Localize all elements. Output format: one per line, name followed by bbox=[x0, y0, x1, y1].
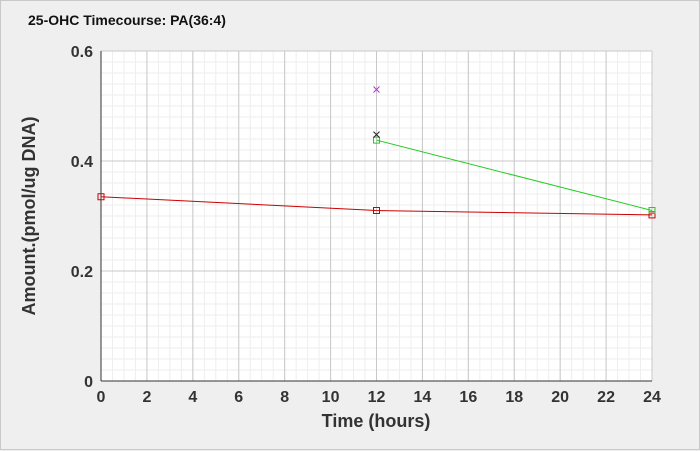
y-tick-labels: 0 0.2 0.4 0.6 bbox=[71, 44, 93, 391]
data-point bbox=[648, 207, 656, 214]
x-tick-labels: 0 2 4 6 8 10 12 14 16 18 20 22 24 bbox=[97, 389, 661, 406]
x-tick-label: 12 bbox=[368, 389, 386, 406]
x-tick-label: 20 bbox=[551, 389, 569, 406]
x-axis-title: Time (hours) bbox=[322, 411, 431, 431]
x-tick-label: 14 bbox=[414, 389, 432, 406]
data-point bbox=[648, 211, 656, 219]
x-tick-label: 0 bbox=[97, 389, 106, 406]
data-point bbox=[373, 136, 380, 144]
x-tick-label: 24 bbox=[643, 389, 661, 406]
y-tick-label: 0 bbox=[84, 374, 93, 391]
series-0 bbox=[97, 193, 656, 219]
x-tick-label: 16 bbox=[459, 389, 477, 406]
y-tick-label: 0.4 bbox=[71, 154, 93, 171]
data-point bbox=[97, 193, 105, 201]
y-tick-label: 0.2 bbox=[71, 264, 93, 281]
x-tick-label: 4 bbox=[188, 389, 197, 406]
series-2 bbox=[373, 131, 380, 138]
series-1 bbox=[373, 136, 656, 214]
data-point bbox=[373, 86, 380, 93]
x-tick-label: 6 bbox=[234, 389, 243, 406]
x-tick-label: 18 bbox=[505, 389, 523, 406]
x-tick-label: 10 bbox=[322, 389, 340, 406]
x-tick-label: 2 bbox=[142, 389, 151, 406]
series-line bbox=[100, 196, 653, 216]
series-layer bbox=[97, 86, 656, 219]
y-tick-label: 0.6 bbox=[71, 44, 93, 61]
chart-title: 25-OHC Timecourse: PA(36:4) bbox=[28, 12, 226, 28]
series-3 bbox=[373, 86, 380, 93]
series-line bbox=[376, 139, 653, 211]
y-axis-title: Amount.(pmol/ug DNA) bbox=[19, 117, 39, 316]
x-tick-label: 8 bbox=[280, 389, 289, 406]
x-tick-label: 22 bbox=[597, 389, 615, 406]
data-point bbox=[373, 131, 380, 138]
data-point bbox=[373, 207, 380, 214]
